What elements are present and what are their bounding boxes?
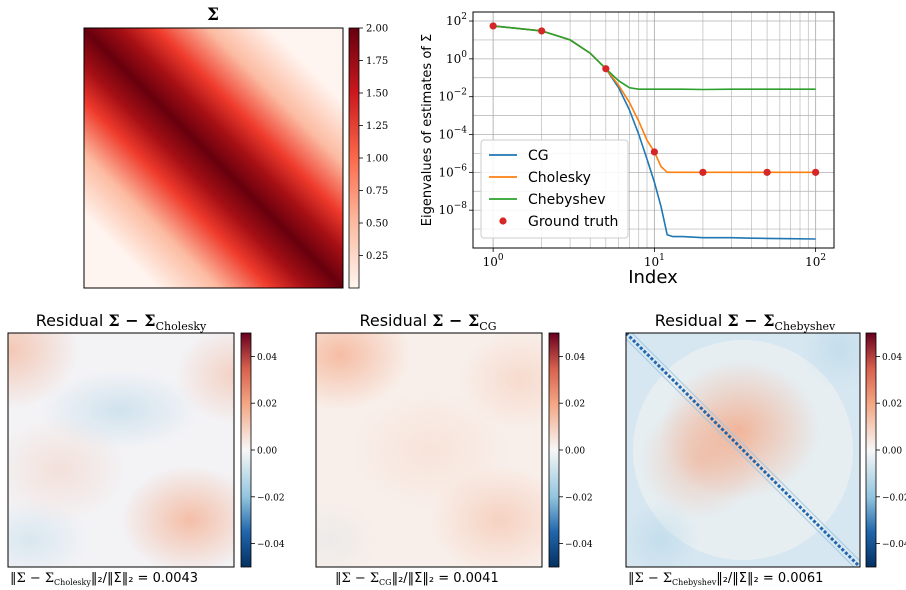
residual-cholesky-colorbar bbox=[240, 332, 252, 568]
residual-colorbar-tick-label: −0.04 bbox=[882, 540, 906, 550]
eigen-ytick-label: 10−8 bbox=[438, 201, 467, 217]
eigen-ytick-label: 100 bbox=[446, 50, 467, 66]
residual-chebyshev-image bbox=[626, 333, 860, 567]
residual-cholesky-title: Residual Σ − ΣCholesky bbox=[36, 311, 207, 333]
eigen-series bbox=[489, 22, 820, 240]
eigenvalue-chart: 100 101 102 102 100 10−2 10−4 10−6 10−8 Index Ei… bbox=[420, 11, 835, 288]
sigma-colorbar-tick-label: 0.25 bbox=[366, 251, 388, 262]
residual-cholesky-panel: Residual Σ − ΣCholesky 0.04 0.02 0.00 −0.02… bbox=[7, 311, 285, 587]
legend-label: CG bbox=[528, 148, 549, 164]
ground-truth-point bbox=[812, 168, 820, 176]
residual-chebyshev-colorbar-ticks: 0.04 0.02 0.00 −0.02 −0.04 bbox=[876, 353, 906, 550]
residual-colorbar-tick-label: −0.04 bbox=[565, 540, 593, 550]
residual-colorbar-tick-label: −0.02 bbox=[257, 493, 285, 503]
residual-chebyshev-colorbar bbox=[865, 332, 877, 568]
sigma-colorbar-tick-label: 2.00 bbox=[366, 24, 388, 35]
legend-label: Chebyshev bbox=[528, 192, 606, 208]
eigen-ytick-label: 10−4 bbox=[438, 126, 467, 142]
eigen-xlabel: Index bbox=[628, 267, 678, 288]
sigma-colorbar-tick-label: 0.75 bbox=[366, 186, 388, 197]
sigma-colorbar-tick-label: 1.50 bbox=[366, 89, 388, 100]
ground-truth-point bbox=[699, 168, 707, 176]
residual-cg-image bbox=[316, 333, 542, 567]
eigen-tick-labels: 100 101 102 102 100 10−2 10−4 10−6 10−8 bbox=[438, 12, 826, 269]
sigma-colorbar-tick-label: 1.25 bbox=[366, 121, 388, 132]
eigen-legend: CG Cholesky Chebyshev Ground truth bbox=[480, 139, 629, 239]
residual-cholesky-image bbox=[8, 333, 234, 567]
residual-colorbar-tick-label: 0.02 bbox=[882, 400, 902, 410]
residual-cholesky-norm: ‖Σ − ΣCholesky‖₂/‖Σ‖₂ = 0.0043 bbox=[10, 571, 198, 587]
sigma-colorbar bbox=[348, 27, 360, 289]
residual-cg-panel: Residual Σ − ΣCG 0.040.020.00−0.02−0.04 … bbox=[315, 311, 593, 587]
sigma-heatmap-panel: Σ 2.00 1.75 1.50 1.25 1.00 0.75 0.50 0.25 bbox=[83, 5, 388, 289]
sigma-colorbar-tick-label: 1.00 bbox=[366, 154, 388, 165]
series-line-chebyshev bbox=[493, 25, 816, 91]
sigma-colorbar-ticks: 2.00 1.75 1.50 1.25 1.00 0.75 0.50 0.25 bbox=[359, 24, 388, 262]
residual-colorbar-tick-label: 0.04 bbox=[565, 353, 585, 363]
ground-truth-point bbox=[538, 27, 546, 35]
legend-label: Ground truth bbox=[528, 214, 618, 230]
residual-cg-colorbar-ticks: 0.04 0.02 0.00 −0.02 −0.04 bbox=[559, 353, 593, 550]
residual-cg-norm: ‖Σ − ΣCG‖₂/‖Σ‖₂ = 0.0041 bbox=[335, 571, 499, 587]
eigen-ytick-label: 102 bbox=[446, 12, 467, 28]
ground-truth-point bbox=[602, 65, 610, 73]
residual-colorbar-tick-label: 0.02 bbox=[565, 400, 585, 410]
ground-truth-point bbox=[650, 148, 658, 156]
residual-colorbar-tick-label: −0.02 bbox=[565, 493, 593, 503]
residual-colorbar-tick-label: 0.00 bbox=[565, 447, 585, 457]
residual-colorbar-tick-label: 0.04 bbox=[257, 353, 277, 363]
eigen-axes-frame bbox=[472, 11, 835, 249]
eigen-xtick-label: 102 bbox=[805, 253, 826, 269]
residual-cholesky-colorbar-ticks: 0.04 0.02 0.00 −0.02 −0.04 bbox=[251, 353, 285, 550]
residual-colorbar-tick-label: 0.00 bbox=[257, 447, 277, 457]
eigen-xtick-label: 100 bbox=[483, 253, 504, 269]
legend-marker bbox=[499, 217, 507, 225]
eigen-ytick-label: 10−2 bbox=[438, 88, 467, 104]
sigma-colorbar-tick-label: 0.50 bbox=[366, 219, 388, 230]
residual-chebyshev-panel: Residual Σ − ΣChebyshev 0.04 0.02 0.00 −0.0… bbox=[625, 311, 906, 587]
residual-colorbar-tick-label: 0.00 bbox=[882, 447, 902, 457]
residual-chebyshev-norm: ‖Σ − ΣChebyshev‖₂/‖Σ‖₂ = 0.0061 bbox=[628, 571, 823, 587]
residual-cg-title: Residual Σ − ΣCG bbox=[359, 311, 496, 333]
sigma-colorbar-tick-label: 1.75 bbox=[366, 56, 388, 67]
eigen-xtick-label: 101 bbox=[644, 253, 665, 269]
eigen-ytick-label: 10−6 bbox=[438, 163, 467, 179]
residual-colorbar-tick-label: −0.02 bbox=[882, 493, 906, 503]
ground-truth-point bbox=[763, 168, 771, 176]
residual-chebyshev-title: Residual Σ − ΣChebyshev bbox=[655, 311, 836, 333]
eigen-ylabel: Eigenvalues of estimates of Σ bbox=[420, 34, 435, 226]
legend-label: Cholesky bbox=[528, 170, 591, 186]
ground-truth-point bbox=[489, 22, 497, 30]
sigma-title: Σ bbox=[207, 5, 219, 25]
residual-colorbar-tick-label: 0.02 bbox=[257, 400, 277, 410]
residual-colorbar-tick-label: 0.04 bbox=[882, 353, 902, 363]
legend-box bbox=[480, 139, 629, 239]
residual-colorbar-tick-label: −0.04 bbox=[257, 540, 285, 550]
residual-cg-colorbar bbox=[548, 332, 560, 568]
sigma-heatmap-image bbox=[83, 27, 344, 289]
